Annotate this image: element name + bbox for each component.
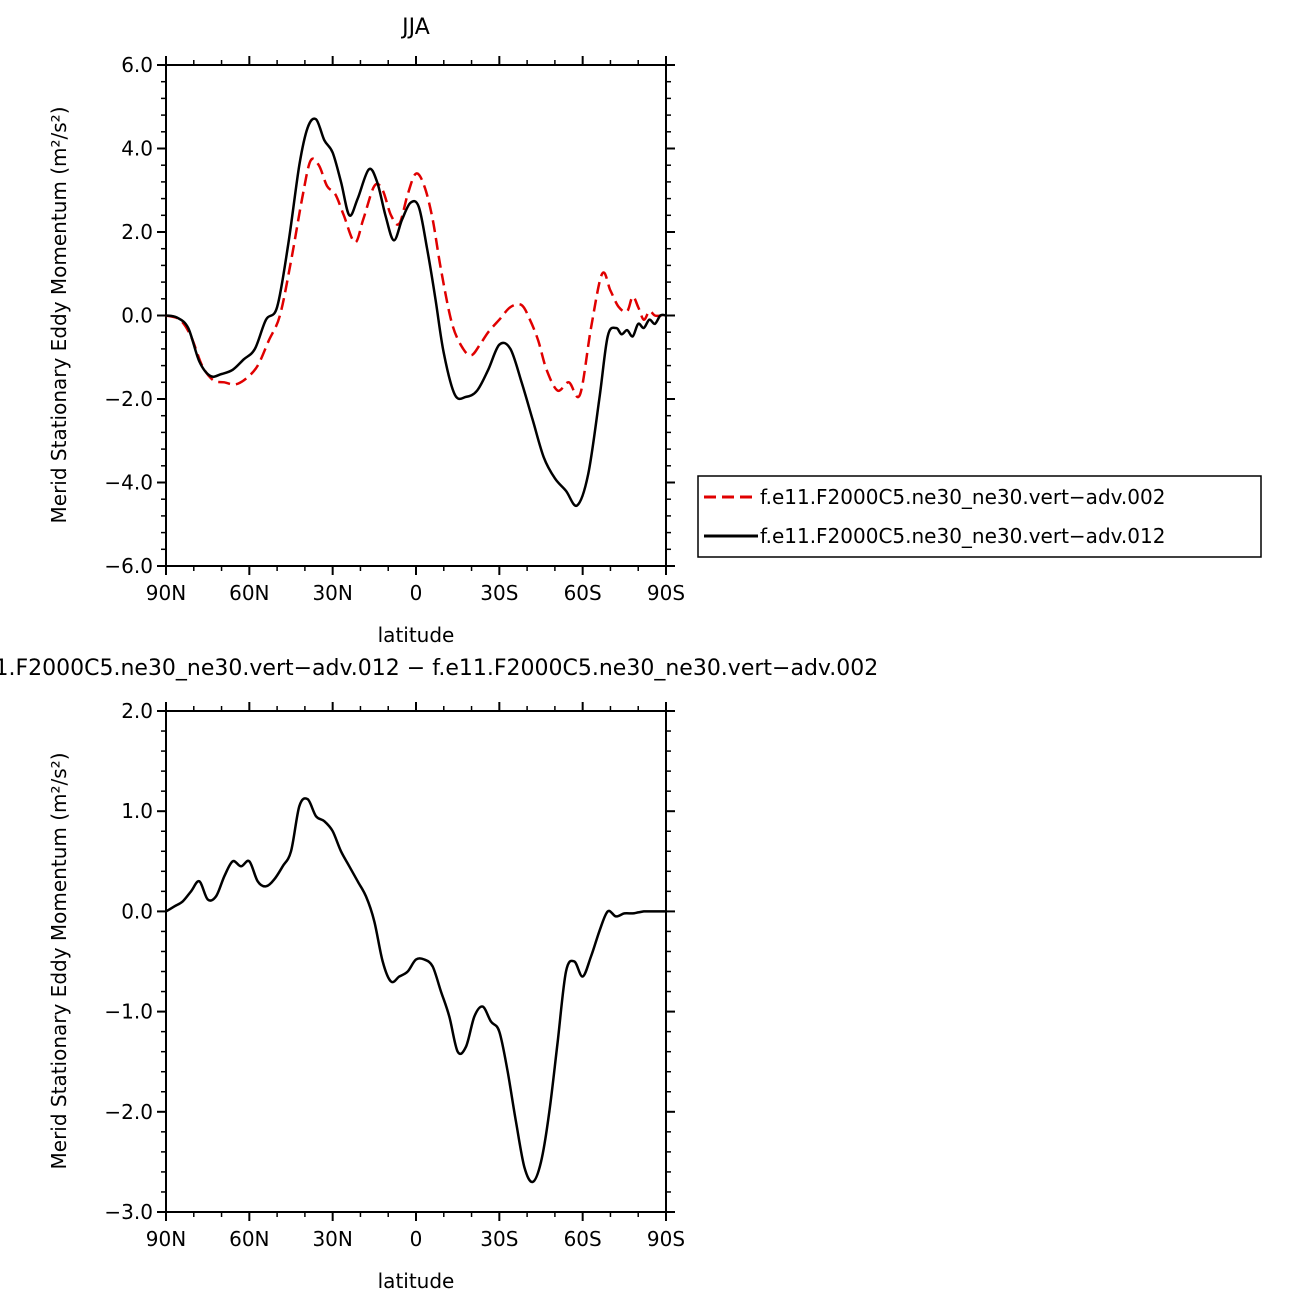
bottom-y-axis-ticks: −3.0 −2.0 −1.0 0.0 1.0 2.0 (104, 699, 675, 1224)
y-tick-label: 2.0 (121, 699, 153, 723)
legend-label-002: f.e11.F2000C5.ne30_ne30.vert−adv.002 (760, 485, 1165, 509)
legend-label-012: f.e11.F2000C5.ne30_ne30.vert−adv.012 (760, 524, 1165, 548)
x-tick-label: 60N (229, 581, 269, 605)
bottom-x-axis-ticks: 90N 60N 30N 0 30S 60S 90S (146, 702, 685, 1251)
top-x-axis-title: latitude (378, 623, 455, 647)
y-tick-label: 1.0 (121, 799, 153, 823)
x-tick-label: 30S (480, 581, 518, 605)
bottom-y-axis-title: Merid Stationary Eddy Momentum (m²/s²) (47, 753, 71, 1170)
x-tick-label: 90N (146, 1227, 186, 1251)
legend-box (697, 475, 1262, 558)
legend: f.e11.F2000C5.ne30_ne30.vert−adv.002 f.e… (697, 475, 1262, 558)
y-tick-label: −6.0 (104, 554, 153, 578)
top-plot-frame (165, 64, 667, 567)
y-tick-label: −2.0 (104, 387, 153, 411)
y-tick-label: 6.0 (121, 53, 153, 77)
y-tick-label: −3.0 (104, 1200, 153, 1224)
x-tick-label: 0 (410, 581, 423, 605)
x-tick-label: 30S (480, 1227, 518, 1251)
bottom-plot-frame (165, 710, 667, 1213)
top-y-axis-ticks: −6.0 −4.0 −2.0 0.0 2.0 4.0 6.0 (104, 53, 675, 578)
top-y-axis-title: Merid Stationary Eddy Momentum (m²/s²) (47, 107, 71, 524)
x-tick-label: 90S (647, 581, 685, 605)
top-panel: JJA −6.0 −4.0 −2.0 0.0 2.0 4.0 6.0 90N 60N 30N 0 3… (47, 15, 1262, 647)
x-tick-label: 30N (312, 1227, 352, 1251)
x-tick-label: 0 (410, 1227, 423, 1251)
bottom-series-group (165, 797, 666, 1184)
y-tick-label: −1.0 (104, 1000, 153, 1024)
y-tick-label: 4.0 (121, 137, 153, 161)
bottom-panel: f.e11.F2000C5.ne30_ne30.vert−adv.012 − f… (0, 656, 878, 1293)
x-tick-label: 30N (312, 581, 352, 605)
y-tick-label: −4.0 (104, 471, 153, 495)
bottom-panel-title: f.e11.F2000C5.ne30_ne30.vert−adv.012 − f… (0, 656, 878, 681)
x-tick-label: 90S (647, 1227, 685, 1251)
y-tick-label: 0.0 (121, 304, 153, 328)
y-tick-label: 0.0 (121, 899, 153, 923)
top-panel-title: JJA (400, 15, 430, 40)
series-line-012 (165, 117, 667, 508)
top-x-axis-ticks: 90N 60N 30N 0 30S 60S 90S (146, 56, 685, 605)
x-tick-label: 60S (564, 581, 602, 605)
x-tick-label: 60S (564, 1227, 602, 1251)
x-tick-label: 60N (229, 1227, 269, 1251)
y-tick-label: 2.0 (121, 220, 153, 244)
bottom-x-axis-title: latitude (378, 1269, 455, 1293)
y-tick-label: −2.0 (104, 1100, 153, 1124)
x-tick-label: 90N (146, 581, 186, 605)
series-line-difference (165, 797, 666, 1184)
top-series-group (165, 117, 667, 508)
series-line-002 (165, 157, 667, 399)
